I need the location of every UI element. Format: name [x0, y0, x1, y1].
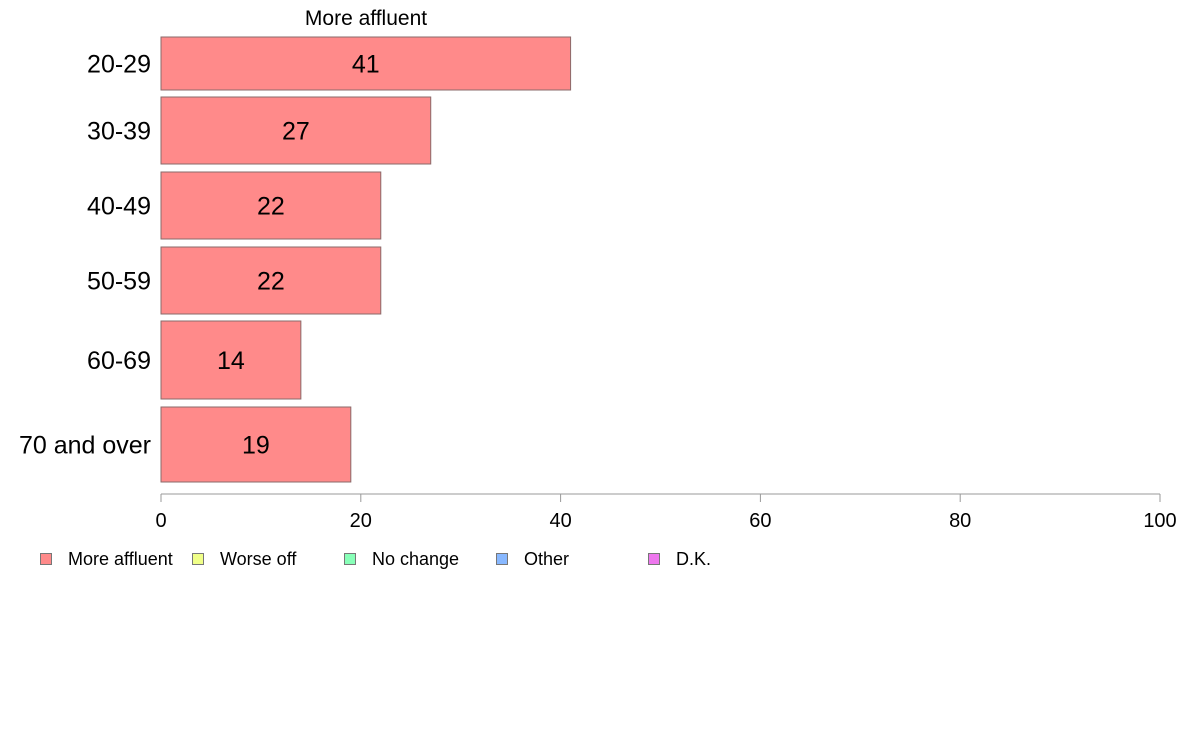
legend-label: No change [372, 548, 460, 569]
legend-swatch-worse-off [192, 553, 204, 565]
x-tick-label: 60 [749, 510, 771, 532]
bar-50-59 [160, 246, 382, 315]
bar-value-label: 27 [282, 118, 310, 146]
legend-item-worse-off: Worse off [192, 548, 296, 570]
bar-value-label: 22 [257, 193, 285, 221]
legend-label: Worse off [220, 548, 297, 569]
x-tick-label: 100 [1143, 510, 1176, 532]
category-label: 60-69 [87, 347, 151, 375]
legend-swatch-other [496, 553, 508, 565]
legend-swatch-no-change [344, 553, 356, 565]
legend-swatch-dk [648, 553, 660, 565]
category-label: 70 and over [19, 432, 151, 460]
x-tick-label: 20 [350, 510, 372, 532]
category-label: 50-59 [87, 268, 151, 296]
category-label: 30-39 [87, 118, 151, 146]
legend-label: D.K. [676, 548, 712, 569]
bar-value-label: 19 [242, 432, 270, 460]
bar-20-29 [160, 36, 572, 91]
legend-item-more-affluent: More affluent [40, 548, 173, 570]
legend-item-dk: D.K. [648, 548, 711, 570]
legend: More affluent Worse off No change Other … [40, 548, 740, 570]
legend-swatch-more-affluent [40, 553, 52, 565]
bar-value-label: 22 [257, 268, 285, 296]
category-label: 20-29 [87, 51, 151, 79]
legend-label: Other [524, 548, 570, 569]
bar-value-label: 41 [352, 51, 380, 79]
x-tick-label: 40 [549, 510, 571, 532]
bar-30-39 [160, 96, 432, 165]
bar-value-label: 14 [217, 347, 245, 375]
bar-70-and-over [160, 406, 352, 483]
legend-item-no-change: No change [344, 548, 459, 570]
legend-label: More affluent [68, 548, 173, 569]
chart-title: More affluent [305, 7, 427, 30]
bar-60-69 [160, 320, 302, 400]
x-tick-label: 80 [949, 510, 971, 532]
category-label: 40-49 [87, 193, 151, 221]
legend-item-other: Other [496, 548, 569, 570]
x-tick-label: 0 [155, 510, 166, 532]
bar-40-49 [160, 171, 382, 240]
bar-chart: More affluent 41 27 22 22 14 19 20-29 30-39 40-… [19, 7, 1177, 532]
